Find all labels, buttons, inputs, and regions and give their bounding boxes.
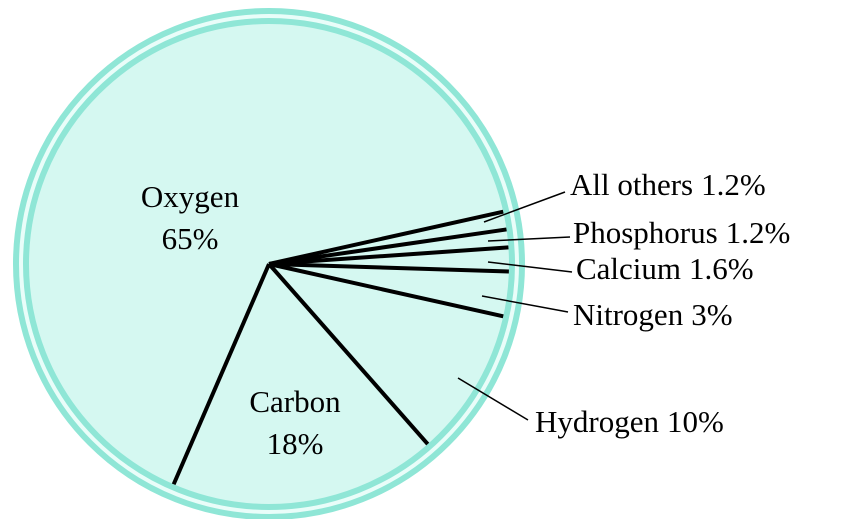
pie-ring-highlight (19, 14, 519, 514)
pie-slice (269, 264, 510, 449)
slice-edge (268, 209, 504, 266)
value-label: 1.2% (701, 167, 766, 202)
value-label: 18% (267, 426, 324, 461)
slice-label: Hydrogen (535, 404, 659, 439)
pie-slice (171, 264, 432, 510)
leader-line (487, 261, 573, 273)
slice-label: Oxygen (141, 179, 240, 214)
slice-edge (267, 262, 430, 446)
slice-label: Phosphorus (573, 215, 718, 250)
value-label: 65% (162, 221, 219, 256)
leader-line (483, 191, 566, 223)
slice-label-group: Nitrogen 3% (573, 297, 733, 332)
slice-edge (268, 262, 504, 319)
value-label: 3% (691, 297, 732, 332)
slice-edge (268, 227, 507, 266)
leader-line (457, 377, 529, 421)
slice-label-group: Hydrogen 10% (535, 404, 724, 439)
slice-label-group: Phosphorus 1.2% (573, 215, 790, 250)
value-label: 10% (667, 404, 724, 439)
leader-line (487, 236, 571, 242)
slice-edge (268, 262, 509, 274)
slice-label: All others (570, 167, 693, 202)
leader-line (481, 295, 569, 313)
value-label: 1.6% (689, 251, 754, 286)
slice-edge (171, 263, 271, 486)
pie-slice (22, 18, 510, 490)
slice-label: Nitrogen (573, 297, 684, 332)
slice-edge (268, 245, 509, 266)
slice-label-group: All others 1.2% (570, 167, 766, 202)
slice-label: Calcium (576, 251, 681, 286)
slice-label: Carbon (249, 384, 341, 419)
slice-label-group: Calcium 1.6% (576, 251, 754, 286)
value-label: 1.2% (726, 215, 791, 250)
